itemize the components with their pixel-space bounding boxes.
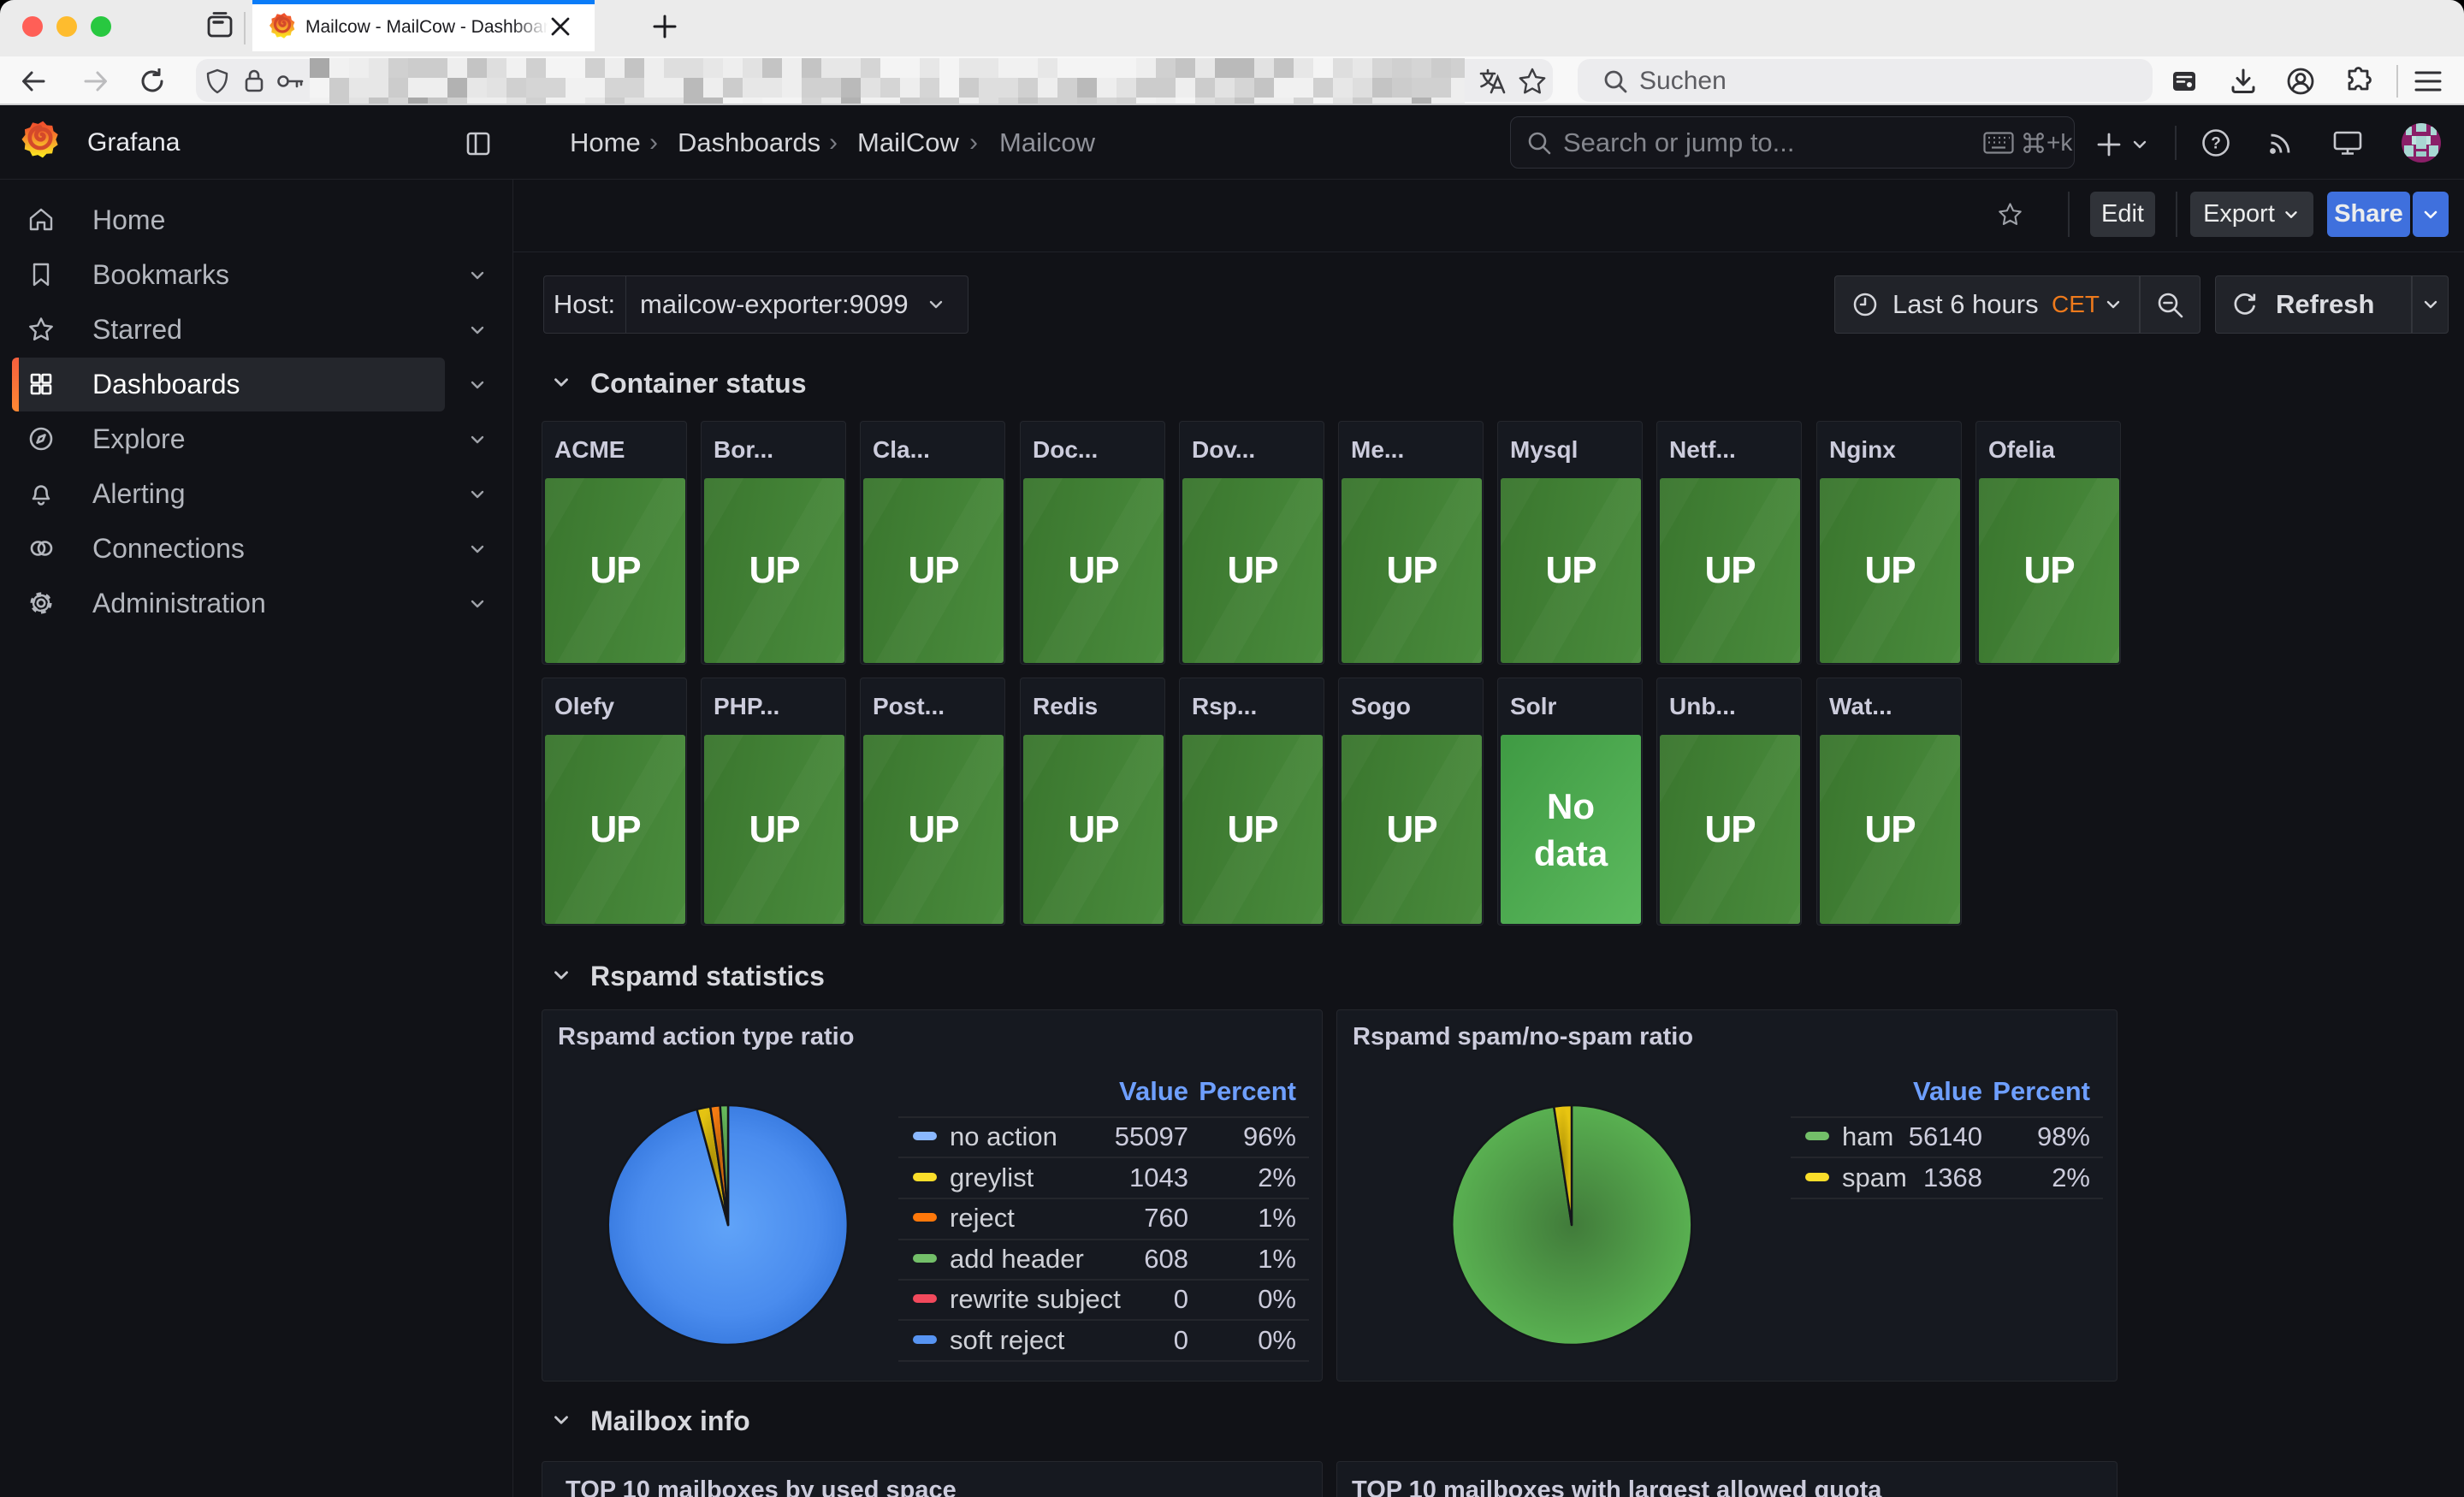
svg-text:?: ? [2211, 135, 2221, 153]
